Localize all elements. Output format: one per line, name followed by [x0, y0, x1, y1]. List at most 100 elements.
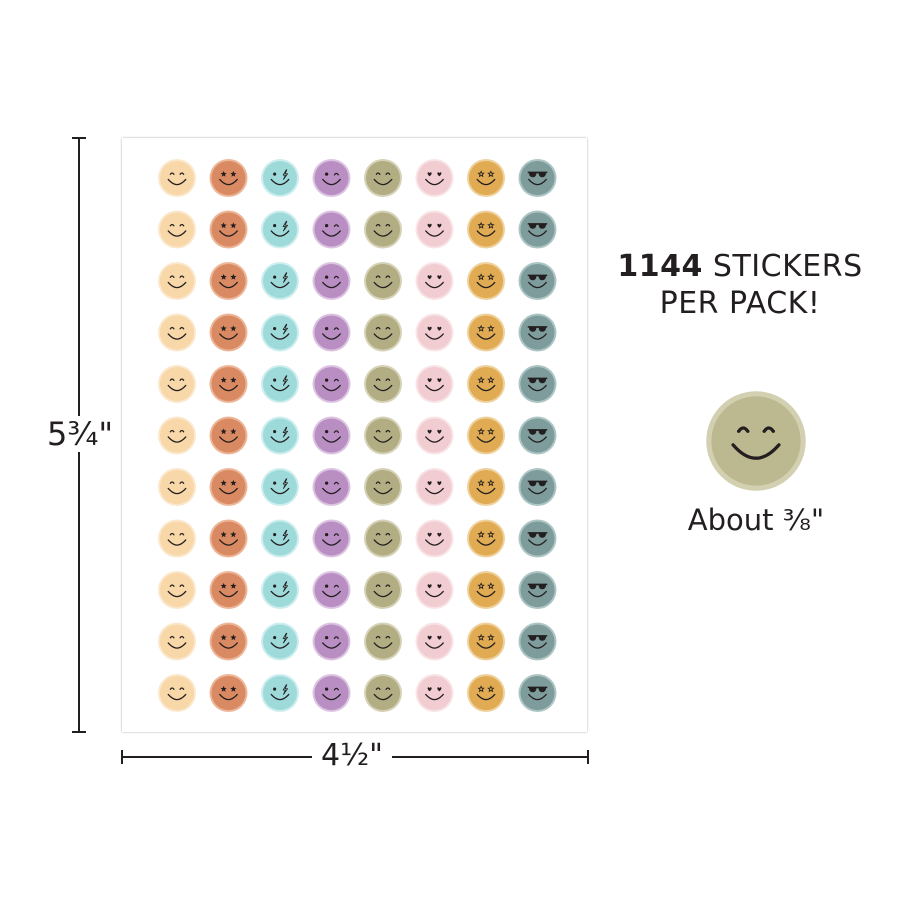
sticker-bolt-face	[260, 364, 300, 404]
sticker-starry-face	[466, 570, 506, 610]
sticker-smile-face	[363, 313, 403, 352]
sticker-bolt-face	[260, 416, 300, 455]
sticker-starry-face	[466, 416, 506, 455]
sticker-smile-face	[157, 519, 197, 558]
sticker-bolt-face	[260, 261, 300, 301]
sticker-wink-face	[312, 364, 351, 404]
sticker-stars-face	[209, 622, 248, 661]
sticker-sheet	[122, 138, 587, 732]
sticker-smile-face	[363, 261, 403, 301]
width-dimension-cap-right	[587, 750, 589, 764]
sticker-shades-face	[518, 364, 557, 404]
sticker-stars-face	[209, 673, 248, 713]
sticker-bolt-face	[260, 210, 300, 249]
height-label: 5¾"	[44, 416, 116, 452]
sticker-wink-face	[312, 519, 351, 558]
sample-sticker	[706, 391, 806, 491]
sticker-size-label: About ³⁄₈"	[687, 503, 825, 537]
sticker-wink-face	[312, 570, 351, 610]
sticker-smile-face	[157, 467, 197, 507]
sticker-stars-face	[209, 364, 248, 404]
sticker-smile-face	[157, 570, 197, 610]
sticker-smile-face	[363, 364, 403, 404]
headline-line2: PER PACK!	[659, 286, 821, 321]
sticker-stars-face	[209, 467, 248, 507]
sticker-starry-face	[466, 622, 506, 661]
sticker-wink-face	[312, 210, 351, 249]
sticker-smile-face	[157, 261, 197, 301]
sticker-smile-face	[363, 673, 403, 713]
sticker-hearts-face	[415, 570, 454, 610]
sticker-hearts-face	[415, 416, 454, 455]
sticker-bolt-face	[260, 519, 300, 558]
sticker-hearts-face	[415, 519, 454, 558]
sticker-stars-face	[209, 519, 248, 558]
sticker-bolt-face	[260, 467, 300, 507]
sticker-starry-face	[466, 158, 506, 198]
sticker-hearts-face	[415, 261, 454, 301]
sticker-smile-face	[157, 313, 197, 352]
sticker-starry-face	[466, 313, 506, 352]
sticker-bolt-face	[260, 313, 300, 352]
sticker-stars-face	[209, 313, 248, 352]
sticker-starry-face	[466, 364, 506, 404]
sticker-starry-face	[466, 467, 506, 507]
sticker-shades-face	[518, 158, 557, 198]
sticker-hearts-face	[415, 467, 454, 507]
sample-smile-face	[706, 391, 806, 491]
sticker-smile-face	[363, 519, 403, 558]
sticker-stars-face	[209, 158, 248, 198]
sticker-hearts-face	[415, 364, 454, 404]
sticker-hearts-face	[415, 313, 454, 352]
sticker-smile-face	[363, 467, 403, 507]
sticker-starry-face	[466, 261, 506, 301]
sticker-shades-face	[518, 467, 557, 507]
sticker-wink-face	[312, 467, 351, 507]
sticker-stars-face	[209, 261, 248, 301]
sticker-grid	[157, 158, 557, 713]
sticker-hearts-face	[415, 673, 454, 713]
sticker-smile-face	[157, 622, 197, 661]
sticker-wink-face	[312, 673, 351, 713]
sticker-wink-face	[312, 261, 351, 301]
sticker-smile-face	[157, 416, 197, 455]
sticker-starry-face	[466, 673, 506, 713]
sticker-bolt-face	[260, 673, 300, 713]
sticker-bolt-face	[260, 622, 300, 661]
sticker-hearts-face	[415, 210, 454, 249]
sticker-smile-face	[157, 158, 197, 198]
sticker-stars-face	[209, 416, 248, 455]
sticker-shades-face	[518, 622, 557, 661]
sticker-shades-face	[518, 519, 557, 558]
headline-line1-text: STICKERS	[702, 249, 863, 284]
sticker-wink-face	[312, 416, 351, 455]
sticker-smile-face	[157, 210, 197, 249]
height-dimension-cap-top	[72, 137, 86, 139]
sticker-shades-face	[518, 210, 557, 249]
sticker-bolt-face	[260, 158, 300, 198]
sticker-smile-face	[363, 416, 403, 455]
sticker-smile-face	[363, 570, 403, 610]
width-label: 4½"	[312, 738, 392, 774]
sticker-hearts-face	[415, 158, 454, 198]
sticker-wink-face	[312, 622, 351, 661]
sticker-count: 1144	[617, 249, 703, 284]
sticker-shades-face	[518, 416, 557, 455]
sticker-wink-face	[312, 313, 351, 352]
sticker-shades-face	[518, 673, 557, 713]
sticker-shades-face	[518, 261, 557, 301]
height-dimension-cap-bottom	[72, 731, 86, 733]
sticker-starry-face	[466, 519, 506, 558]
sticker-smile-face	[157, 364, 197, 404]
sticker-shades-face	[518, 313, 557, 352]
width-dimension-cap-left	[121, 750, 123, 764]
sticker-stars-face	[209, 210, 248, 249]
sticker-wink-face	[312, 158, 351, 198]
sticker-shades-face	[518, 570, 557, 610]
sticker-starry-face	[466, 210, 506, 249]
sticker-hearts-face	[415, 622, 454, 661]
sticker-smile-face	[363, 622, 403, 661]
sticker-bolt-face	[260, 570, 300, 610]
sticker-smile-face	[157, 673, 197, 713]
sticker-count-headline: 1144 STICKERS PER PACK!	[600, 248, 880, 322]
